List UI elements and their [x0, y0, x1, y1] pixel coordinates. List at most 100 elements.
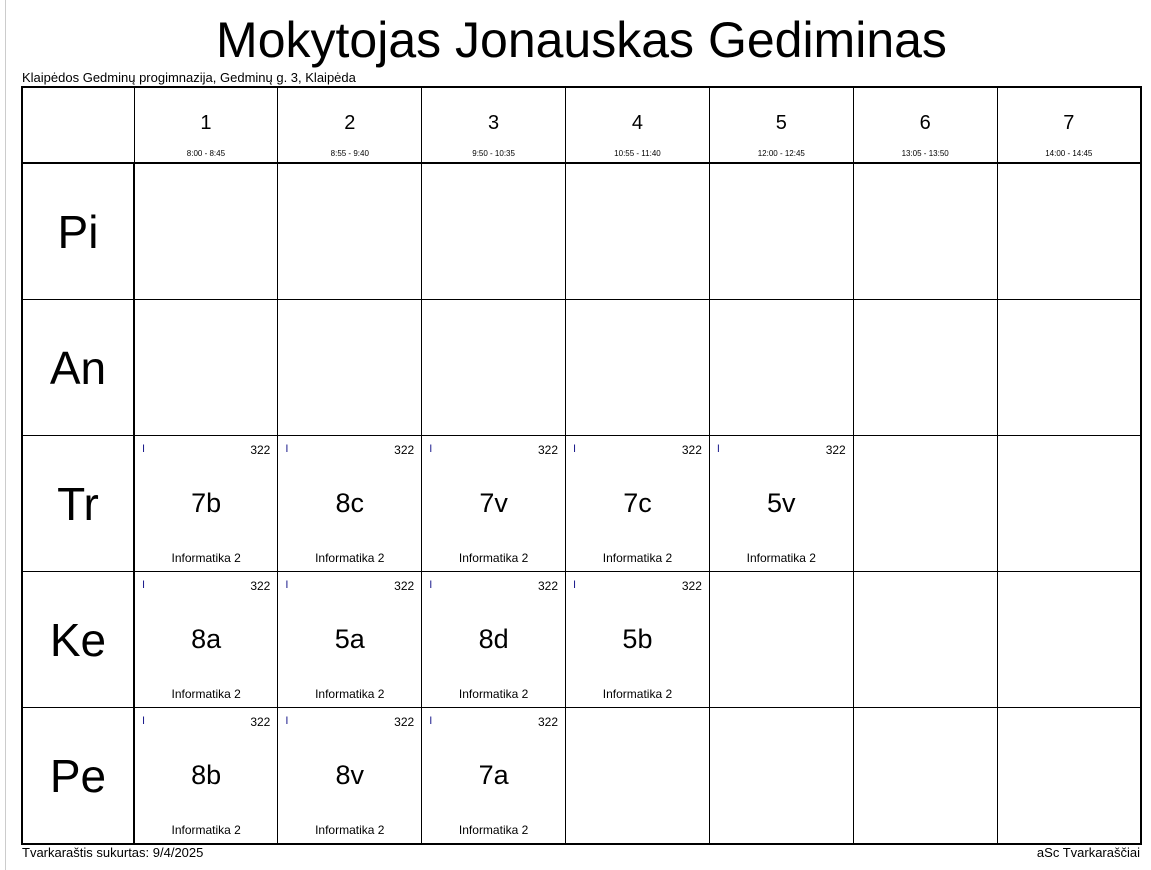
room-number: 322 [250, 443, 271, 457]
class-name: 8b [191, 760, 222, 790]
subject-name: Informatika 2 [171, 687, 241, 701]
class-name: 7b [191, 488, 222, 518]
empty-cell [852, 435, 998, 572]
period-header: 5 12:00 - 12:45 [708, 86, 854, 164]
group-label: I [429, 443, 433, 455]
lesson-cell[interactable]: I 322 8b Informatika 2 [133, 707, 279, 845]
day-label: Ke [21, 571, 135, 708]
empty-cell [852, 299, 998, 436]
empty-cell [708, 299, 854, 436]
period-number: 2 [344, 112, 356, 134]
empty-cell [565, 299, 710, 436]
room-number: 322 [394, 715, 415, 729]
empty-cell [996, 435, 1142, 572]
period-header: 1 8:00 - 8:45 [133, 86, 279, 164]
lesson-cell[interactable]: I 322 5v Informatika 2 [708, 435, 854, 572]
day-row: Ke I 322 8a Informatika 2 I 322 5a Informatika 2… [21, 571, 1142, 708]
subject-name: Informatika 2 [171, 823, 241, 837]
lesson-cell[interactable]: I 322 8v Informatika 2 [277, 707, 423, 845]
group-label: I [142, 579, 146, 591]
group-label: I [716, 443, 720, 455]
class-name: 8a [191, 624, 222, 654]
room-number: 322 [538, 579, 559, 593]
lesson-cell[interactable]: I 322 8d Informatika 2 [421, 571, 567, 708]
period-time: 9:50 - 10:35 [472, 149, 515, 158]
subject-name: Informatika 2 [458, 823, 529, 837]
class-name: 8c [335, 488, 365, 518]
period-number: 6 [919, 112, 931, 134]
period-time: 8:55 - 9:40 [330, 149, 369, 158]
period-time: 8:00 - 8:45 [186, 149, 226, 158]
group-label: I [573, 443, 577, 455]
period-header: 6 13:05 - 13:50 [852, 86, 998, 164]
lesson-cell[interactable]: I 322 5b Informatika 2 [565, 571, 710, 708]
class-name: 5b [622, 624, 653, 654]
day-label: Pi [21, 162, 135, 300]
empty-cell [421, 162, 567, 300]
period-header: 2 8:55 - 9:40 [277, 86, 423, 164]
lesson-cell[interactable]: I 322 7a Informatika 2 [421, 707, 567, 845]
period-number: 4 [631, 112, 644, 134]
subject-name: Informatika 2 [602, 551, 673, 565]
lesson-cell[interactable]: I 322 7b Informatika 2 [133, 435, 279, 572]
class-name: 8d [478, 624, 509, 654]
period-time: 13:05 - 13:50 [901, 149, 949, 158]
room-number: 322 [394, 443, 415, 457]
lesson-cell[interactable]: I 322 7v Informatika 2 [421, 435, 567, 572]
day-row: An [21, 299, 1142, 436]
day-row: Pi [21, 162, 1142, 300]
lesson-cell[interactable]: I 322 8c Informatika 2 [277, 435, 423, 572]
class-name: 7a [478, 760, 509, 790]
empty-cell [708, 571, 854, 708]
group-label: I [573, 579, 577, 591]
period-number: 1 [200, 112, 212, 134]
period-time: 14:00 - 14:45 [1045, 149, 1093, 158]
period-header: 3 9:50 - 10:35 [421, 86, 567, 164]
class-name: 7v [479, 488, 508, 518]
lesson-cell[interactable]: I 322 7c Informatika 2 [565, 435, 710, 572]
group-label: I [142, 443, 146, 455]
page-title: Mokytojas Jonauskas Gediminas [216, 12, 947, 68]
empty-cell [852, 571, 998, 708]
empty-cell [565, 707, 710, 845]
class-name: 8v [335, 760, 365, 790]
class-name: 5a [334, 624, 365, 654]
period-header: 7 14:00 - 14:45 [996, 86, 1142, 164]
subject-name: Informatika 2 [458, 687, 529, 701]
empty-cell [852, 162, 998, 300]
empty-cell [708, 162, 854, 300]
period-number: 5 [775, 112, 787, 134]
period-number: 3 [488, 112, 500, 134]
period-time: 10:55 - 11:40 [614, 149, 661, 158]
class-name: 5v [767, 488, 796, 518]
group-label: I [429, 579, 433, 591]
room-number: 322 [538, 443, 559, 457]
room-number: 322 [250, 579, 271, 593]
empty-cell [852, 707, 998, 845]
subject-name: Informatika 2 [315, 823, 385, 837]
day-label: Tr [21, 435, 135, 572]
day-label: Pe [21, 707, 135, 845]
lesson-cell[interactable]: I 322 8a Informatika 2 [133, 571, 279, 708]
header-row: 1 8:00 - 8:45 2 8:55 - 9:40 3 9:50 - 10:35 4 10… [21, 86, 1142, 164]
corner-cell [21, 86, 135, 164]
empty-cell [708, 707, 854, 845]
empty-cell [996, 571, 1142, 708]
period-time: 12:00 - 12:45 [757, 149, 805, 158]
created-date: Tvarkaraštis sukurtas: 9/4/2025 [22, 845, 204, 860]
group-label: I [285, 715, 289, 727]
empty-cell [421, 299, 567, 436]
subject-name: Informatika 2 [315, 687, 385, 701]
room-number: 322 [681, 443, 702, 457]
lesson-cell[interactable]: I 322 5a Informatika 2 [277, 571, 423, 708]
group-label: I [285, 443, 289, 455]
period-header: 4 10:55 - 11:40 [565, 86, 710, 164]
subject-name: Informatika 2 [171, 551, 241, 565]
day-row: Pe I 322 8b Informatika 2 I 322 8v Informatika 2… [21, 707, 1142, 845]
subject-name: Informatika 2 [746, 551, 816, 565]
room-number: 322 [250, 715, 271, 729]
empty-cell [996, 299, 1142, 436]
room-number: 322 [394, 579, 415, 593]
brand: aSc Tvarkaraščiai [1036, 845, 1140, 860]
school-address: Klaipėdos Gedminų progimnazija, Gedminų … [22, 70, 356, 85]
